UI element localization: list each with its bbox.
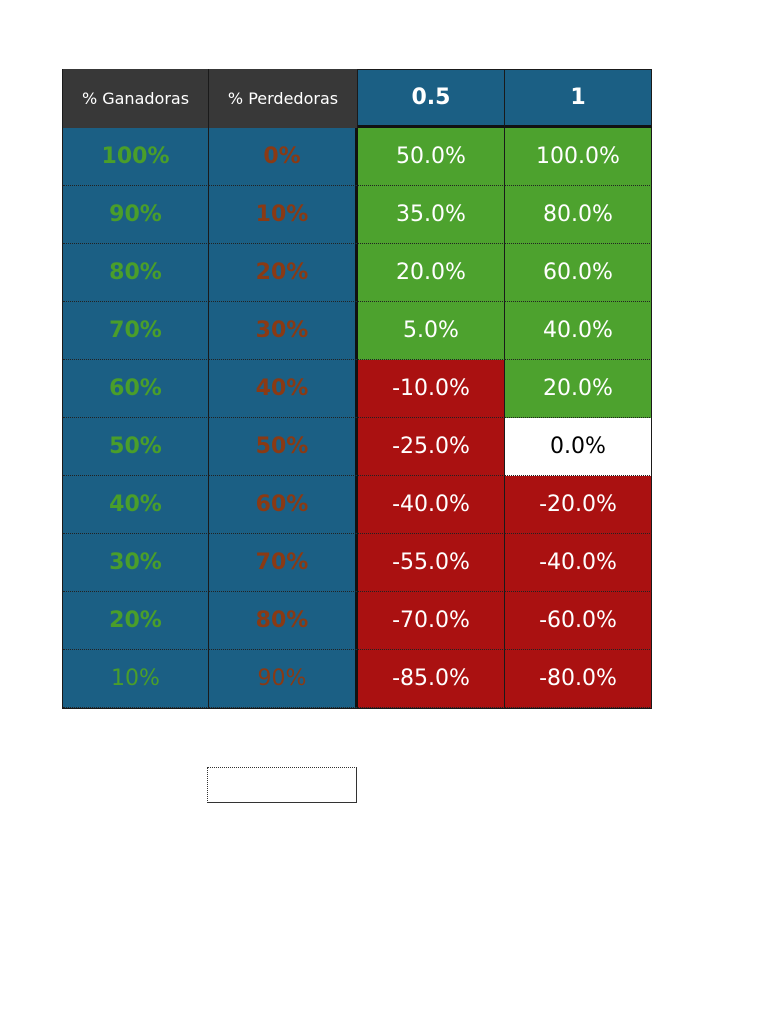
- cell-losers[interactable]: 90%: [209, 650, 358, 708]
- header-ratio-0-5[interactable]: 0.5: [358, 69, 505, 128]
- empty-selected-cell[interactable]: [207, 767, 357, 803]
- cell-ratio-0-5[interactable]: -70.0%: [358, 592, 505, 650]
- cell-ratio-0-5[interactable]: -85.0%: [358, 650, 505, 708]
- header-losers[interactable]: % Perdedoras: [209, 69, 358, 128]
- cell-ratio-0-5[interactable]: -10.0%: [358, 360, 505, 418]
- cell-ratio-0-5[interactable]: -40.0%: [358, 476, 505, 534]
- cell-ratio-1[interactable]: -80.0%: [505, 650, 652, 708]
- cell-ratio-1[interactable]: -20.0%: [505, 476, 652, 534]
- header-winners[interactable]: % Ganadoras: [63, 69, 209, 128]
- cell-winners[interactable]: 10%: [63, 650, 209, 708]
- cell-ratio-1[interactable]: 100.0%: [505, 128, 652, 186]
- cell-ratio-0-5[interactable]: -25.0%: [358, 418, 505, 476]
- cell-ratio-0-5[interactable]: 50.0%: [358, 128, 505, 186]
- cell-losers[interactable]: 40%: [209, 360, 358, 418]
- cell-ratio-0-5[interactable]: 5.0%: [358, 302, 505, 360]
- cell-ratio-1[interactable]: 0.0%: [505, 418, 652, 476]
- cell-ratio-1[interactable]: 60.0%: [505, 244, 652, 302]
- cell-ratio-0-5[interactable]: 20.0%: [358, 244, 505, 302]
- cell-losers[interactable]: 30%: [209, 302, 358, 360]
- cell-losers[interactable]: 70%: [209, 534, 358, 592]
- cell-winners[interactable]: 40%: [63, 476, 209, 534]
- cell-ratio-1[interactable]: 80.0%: [505, 186, 652, 244]
- cell-winners[interactable]: 30%: [63, 534, 209, 592]
- cell-losers[interactable]: 60%: [209, 476, 358, 534]
- cell-losers[interactable]: 20%: [209, 244, 358, 302]
- cell-losers[interactable]: 80%: [209, 592, 358, 650]
- cell-winners[interactable]: 70%: [63, 302, 209, 360]
- cell-ratio-0-5[interactable]: 35.0%: [358, 186, 505, 244]
- cell-winners[interactable]: 80%: [63, 244, 209, 302]
- cell-losers[interactable]: 50%: [209, 418, 358, 476]
- cell-ratio-1[interactable]: 40.0%: [505, 302, 652, 360]
- cell-losers[interactable]: 10%: [209, 186, 358, 244]
- results-table: % Ganadoras % Perdedoras 0.5 1 100% 0% 50.…: [62, 69, 652, 709]
- cell-ratio-1[interactable]: -40.0%: [505, 534, 652, 592]
- cell-ratio-1[interactable]: -60.0%: [505, 592, 652, 650]
- cell-winners[interactable]: 60%: [63, 360, 209, 418]
- cell-winners[interactable]: 50%: [63, 418, 209, 476]
- cell-winners[interactable]: 20%: [63, 592, 209, 650]
- cell-losers[interactable]: 0%: [209, 128, 358, 186]
- header-ratio-1[interactable]: 1: [505, 69, 652, 128]
- cell-ratio-0-5[interactable]: -55.0%: [358, 534, 505, 592]
- cell-winners[interactable]: 100%: [63, 128, 209, 186]
- cell-ratio-1[interactable]: 20.0%: [505, 360, 652, 418]
- cell-winners[interactable]: 90%: [63, 186, 209, 244]
